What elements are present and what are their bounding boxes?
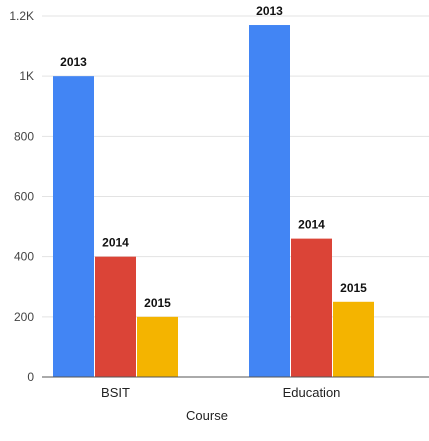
bar (333, 301, 374, 377)
y-axis-ticks: 0 200 400 600 800 1K 1.2K (9, 9, 34, 384)
bar (137, 316, 178, 377)
y-tick-label: 1.2K (9, 9, 34, 23)
bar (291, 238, 332, 377)
x-category-label: BSIT (101, 385, 130, 400)
x-category-label: Education (283, 385, 341, 400)
y-tick-label: 0 (27, 370, 34, 384)
bar-data-label: 2014 (298, 218, 325, 232)
bar (53, 76, 94, 378)
y-tick-label: 200 (14, 310, 34, 324)
y-tick-label: 600 (14, 190, 34, 204)
bar-data-label: 2013 (256, 4, 283, 18)
bar-data-label: 2015 (144, 296, 171, 310)
bar-data-label: 2013 (60, 55, 87, 69)
bar (249, 25, 290, 378)
y-tick-label: 400 (14, 250, 34, 264)
data-labels: 2013 2014 2015 2013 2014 2015 (60, 4, 367, 310)
bars (53, 25, 374, 378)
bar (95, 256, 136, 377)
x-axis-title: Course (186, 408, 228, 423)
y-tick-label: 1K (19, 69, 34, 83)
bar-data-label: 2014 (102, 236, 129, 250)
x-axis-categories: BSIT Education (101, 385, 340, 400)
bar-data-label: 2015 (340, 281, 367, 295)
y-tick-label: 800 (14, 129, 34, 143)
